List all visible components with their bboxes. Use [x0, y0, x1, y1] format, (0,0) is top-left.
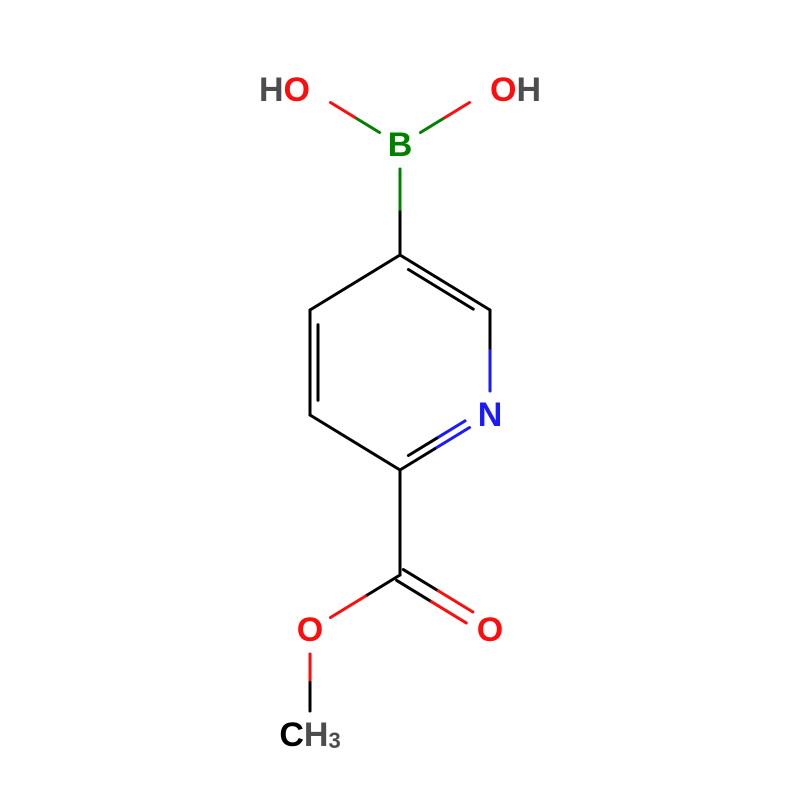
atom-B: B [388, 126, 413, 164]
atom-CH3: CH3 [279, 716, 340, 754]
atom-N: N [478, 396, 503, 434]
atom-O2: OH [490, 71, 541, 109]
molecule-diagram: B HO OH N O O CH3 [0, 0, 800, 800]
atom-O1: HO [259, 71, 310, 109]
atom-O3: O [477, 611, 503, 649]
atom-O4: O [297, 611, 323, 649]
